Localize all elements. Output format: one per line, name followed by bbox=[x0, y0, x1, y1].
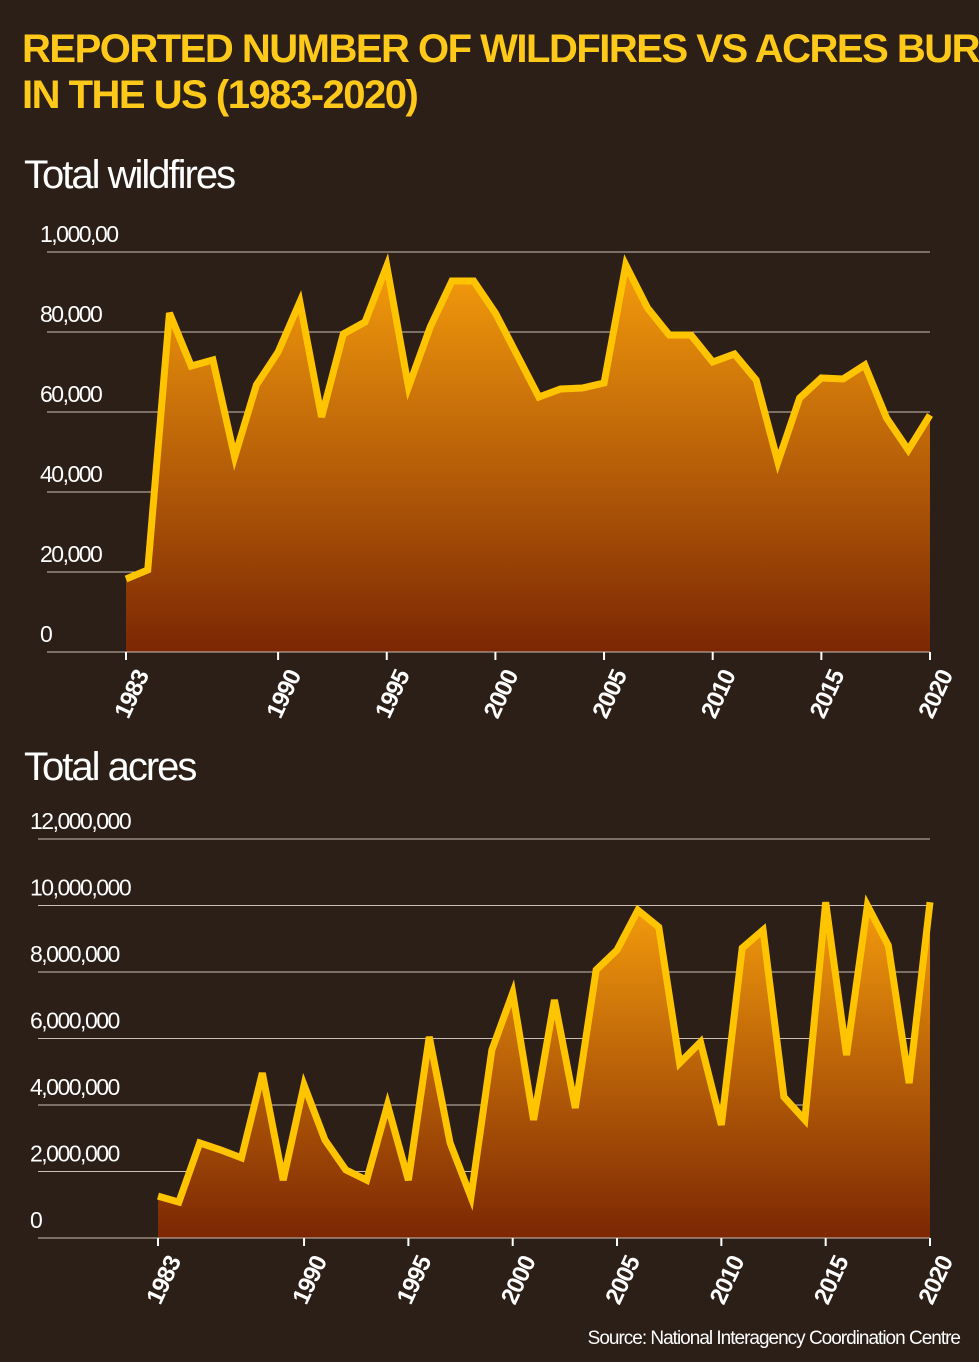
line bbox=[157, 894, 934, 1211]
y-tick-label: 40,000 bbox=[40, 461, 102, 487]
y-tick-label: 1,000,00 bbox=[40, 221, 118, 247]
y-tick-label: 4,000,000 bbox=[30, 1074, 120, 1100]
page-title: REPORTED NUMBER OF WILDFIRES VS ACRES BU… bbox=[22, 27, 979, 117]
y-tick-label: 10,000,000 bbox=[30, 875, 131, 901]
y-tick-label: 6,000,000 bbox=[30, 1008, 120, 1034]
line bbox=[124, 253, 933, 583]
y-tick-label: 0 bbox=[40, 621, 52, 647]
source-note: Source: National Interagency Coordinatio… bbox=[588, 1328, 961, 1349]
chart-subtitle: Total acres bbox=[24, 745, 196, 789]
y-tick-label: 8,000,000 bbox=[30, 941, 120, 967]
y-tick-label: 80,000 bbox=[40, 301, 102, 327]
y-tick-label: 0 bbox=[30, 1207, 42, 1233]
y-tick-label: 2,000,000 bbox=[30, 1141, 120, 1167]
y-tick-label: 12,000,000 bbox=[30, 808, 131, 834]
chart-subtitle: Total wildfires bbox=[24, 153, 235, 197]
area-fill bbox=[126, 265, 930, 652]
y-tick-label: 20,000 bbox=[40, 541, 102, 567]
y-tick-label: 60,000 bbox=[40, 381, 102, 407]
